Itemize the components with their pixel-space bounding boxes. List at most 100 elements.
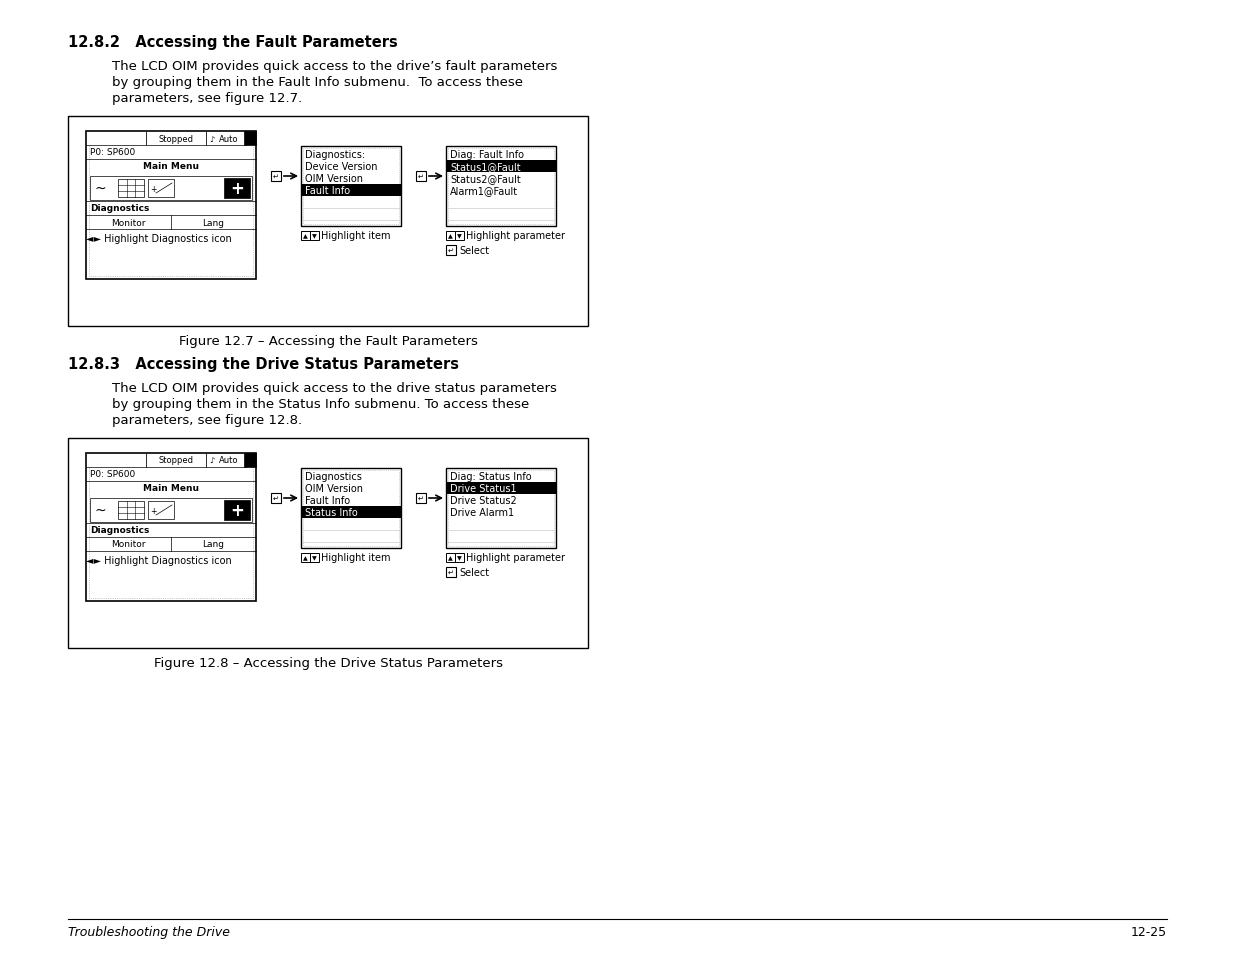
Text: ↵: ↵ (273, 496, 279, 501)
Text: OIM Version: OIM Version (305, 173, 363, 184)
Bar (89, 456, 253, 598)
Text: ↵: ↵ (273, 173, 279, 180)
Text: Auto: Auto (219, 134, 238, 143)
Text: ◄► Highlight Diagnostics icon: ◄► Highlight Diagnostics icon (86, 233, 232, 244)
Text: 12.8.3   Accessing the Drive Status Parameters: 12.8.3 Accessing the Drive Status Parame… (68, 356, 459, 372)
Bar (416, 494, 426, 503)
Bar (454, 232, 464, 241)
Text: ↵: ↵ (448, 569, 454, 576)
Text: ♪: ♪ (209, 134, 215, 143)
Bar (245, 132, 256, 146)
Text: Lang: Lang (203, 218, 225, 227)
Text: ▲: ▲ (303, 233, 308, 239)
Bar (86, 454, 256, 601)
Text: ▲: ▲ (448, 233, 453, 239)
Bar (89, 135, 253, 276)
Bar (416, 172, 426, 182)
Text: Highlight item: Highlight item (321, 231, 390, 241)
Text: Select: Select (459, 246, 489, 255)
Bar (446, 147, 556, 227)
Text: +: + (149, 506, 157, 515)
Text: Troubleshooting the Drive: Troubleshooting the Drive (68, 925, 230, 938)
Bar (446, 469, 556, 548)
Text: 12.8.2   Accessing the Fault Parameters: 12.8.2 Accessing the Fault Parameters (68, 35, 398, 50)
Text: parameters, see figure 12.8.: parameters, see figure 12.8. (112, 414, 303, 427)
Bar (270, 494, 282, 503)
Bar (446, 161, 556, 172)
Text: ◄► Highlight Diagnostics icon: ◄► Highlight Diagnostics icon (86, 556, 232, 565)
Bar (146, 454, 206, 468)
Bar (301, 232, 310, 241)
Bar (224, 179, 249, 199)
Bar (148, 501, 174, 519)
Text: Highlight parameter: Highlight parameter (466, 231, 564, 241)
Bar (301, 147, 401, 227)
Text: Diagnostics: Diagnostics (305, 472, 362, 481)
Text: Lang: Lang (203, 540, 225, 549)
Text: parameters, see figure 12.7.: parameters, see figure 12.7. (112, 91, 303, 105)
Text: Monitor: Monitor (111, 218, 146, 227)
Text: Select: Select (459, 567, 489, 578)
Text: P0: SP600: P0: SP600 (90, 470, 136, 478)
Bar (446, 554, 454, 562)
Bar (146, 132, 206, 146)
Text: Status2@Fault: Status2@Fault (450, 173, 521, 184)
Text: Highlight item: Highlight item (321, 553, 390, 562)
Text: ▲: ▲ (303, 556, 308, 560)
Text: ~: ~ (94, 182, 106, 195)
Bar (90, 177, 252, 201)
Bar (119, 180, 144, 198)
Bar (148, 180, 174, 198)
Bar (224, 500, 249, 520)
Bar (446, 567, 456, 578)
Text: Monitor: Monitor (111, 540, 146, 549)
Text: ▼: ▼ (312, 556, 317, 560)
Text: Alarm1@Fault: Alarm1@Fault (450, 186, 519, 195)
Text: Main Menu: Main Menu (143, 162, 199, 171)
Text: Fault Info: Fault Info (305, 496, 351, 505)
Text: Status Info: Status Info (305, 507, 358, 517)
Bar (301, 185, 401, 196)
Bar (206, 132, 246, 146)
Text: Auto: Auto (219, 456, 238, 465)
Text: +: + (230, 180, 245, 198)
Bar (119, 501, 144, 519)
Text: Drive Status2: Drive Status2 (450, 496, 516, 505)
Text: by grouping them in the Status Info submenu. To access these: by grouping them in the Status Info subm… (112, 397, 530, 411)
Text: ↵: ↵ (419, 496, 424, 501)
Text: Drive Status1: Drive Status1 (450, 483, 516, 494)
Text: Figure 12.7 – Accessing the Fault Parameters: Figure 12.7 – Accessing the Fault Parame… (179, 335, 478, 348)
Text: by grouping them in the Fault Info submenu.  To access these: by grouping them in the Fault Info subme… (112, 76, 522, 89)
Bar (68, 117, 588, 327)
Text: Fault Info: Fault Info (305, 186, 351, 195)
Bar (303, 149, 399, 225)
Text: Figure 12.8 – Accessing the Drive Status Parameters: Figure 12.8 – Accessing the Drive Status… (153, 657, 503, 669)
Text: Highlight parameter: Highlight parameter (466, 553, 564, 562)
Text: Diagnostics: Diagnostics (90, 525, 149, 535)
Text: Stopped: Stopped (158, 456, 194, 465)
Bar (86, 132, 146, 146)
Text: ↵: ↵ (419, 173, 424, 180)
Text: Diag: Fault Info: Diag: Fault Info (450, 150, 524, 160)
Text: Diagnostics:: Diagnostics: (305, 150, 366, 160)
Text: Drive Alarm1: Drive Alarm1 (450, 507, 514, 517)
Bar (446, 246, 456, 255)
Bar (448, 149, 555, 225)
Bar (303, 471, 399, 546)
Bar (301, 506, 401, 518)
Bar (270, 172, 282, 182)
Bar (90, 498, 252, 522)
Text: ▼: ▼ (312, 233, 317, 239)
Text: Diag: Status Info: Diag: Status Info (450, 472, 531, 481)
Text: ♪: ♪ (209, 456, 215, 465)
Text: Stopped: Stopped (158, 134, 194, 143)
Bar (448, 471, 555, 546)
Text: Main Menu: Main Menu (143, 483, 199, 493)
Text: P0: SP600: P0: SP600 (90, 148, 136, 157)
Text: Status1@Fault: Status1@Fault (450, 162, 521, 172)
Text: ▼: ▼ (457, 556, 462, 560)
Text: ▼: ▼ (457, 233, 462, 239)
Text: +: + (149, 184, 157, 193)
Bar (68, 438, 588, 648)
Bar (206, 454, 246, 468)
